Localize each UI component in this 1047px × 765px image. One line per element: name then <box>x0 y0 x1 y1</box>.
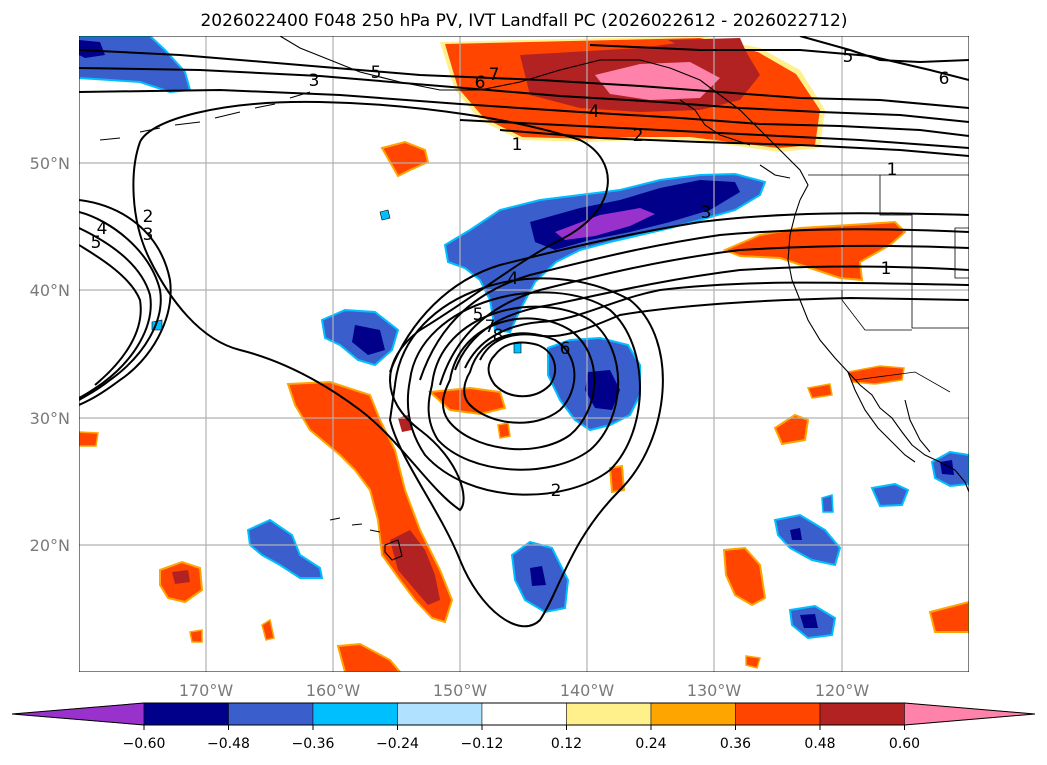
borders <box>808 174 969 393</box>
anomaly-region-negative <box>870 482 910 508</box>
anomaly-region-negative <box>790 528 802 540</box>
anomaly-region-positive <box>172 570 190 584</box>
contour-label: 1 <box>887 160 898 180</box>
coastline-baja <box>847 371 931 463</box>
colorbar-bin <box>397 702 483 726</box>
longitude-labels: 170°W 160°W 150°W 140°W 130°W 120°W <box>179 681 870 700</box>
anomaly-region-positive <box>336 642 402 672</box>
anomaly-region-negative <box>530 566 546 586</box>
anomaly-region-positive <box>745 655 761 669</box>
anomaly-region-negative <box>379 209 391 221</box>
contour-label: 6 <box>475 73 486 93</box>
contour-label: 2 <box>551 481 562 501</box>
graticule <box>79 36 969 672</box>
anomaly-region-positive <box>806 383 833 399</box>
lon-label: 150°W <box>433 681 488 700</box>
contour-label: 6 <box>560 339 571 359</box>
anomaly-region-negative <box>352 325 385 355</box>
contour-label: 1 <box>881 259 892 279</box>
anomaly-region-positive <box>608 464 626 494</box>
colorbar-bin <box>735 702 821 726</box>
colorbar-tick-label: 0.60 <box>889 736 920 752</box>
colorbar-tick-label: −0.24 <box>376 736 419 752</box>
contour-label: 5 <box>371 63 382 83</box>
colorbar-extend-high <box>904 702 1036 726</box>
anomaly-region-positive <box>722 546 767 607</box>
lon-label: 140°W <box>560 681 615 700</box>
colorbar-bin <box>566 702 652 726</box>
colorbar: −0.60 −0.48 −0.36 −0.24 −0.12 0.12 0.24 … <box>11 702 1036 752</box>
anomaly-region-negative <box>555 208 655 240</box>
lon-label: 130°W <box>687 681 742 700</box>
anomaly-region-positive <box>773 413 810 446</box>
colorbar-tick-label: 0.36 <box>720 736 751 752</box>
contour-label: 7 <box>489 65 500 85</box>
anomaly-region-negative <box>246 518 324 579</box>
anomaly-region-negative <box>513 342 522 354</box>
colorbar-tick-label: 0.48 <box>804 736 835 752</box>
coastline-hawaii <box>329 517 403 561</box>
anomaly-region-positive <box>497 422 511 439</box>
contour-label: 2 <box>633 126 644 146</box>
contour-label: 3 <box>309 71 320 91</box>
colorbar-ticks <box>143 725 905 730</box>
contour-label: 5 <box>473 305 484 325</box>
lat-label: 30°N <box>30 409 70 428</box>
anomaly-region-positive <box>189 629 203 643</box>
lat-label: 20°N <box>30 536 70 555</box>
anomaly-region-negative <box>821 494 834 513</box>
anomaly-region-positive <box>79 431 99 447</box>
anomaly-region-negative <box>940 460 954 475</box>
contour-labels: 3 5 7 6 4 2 1 3 2 3 4 5 4 5 7 8 6 2 1 1 … <box>91 47 950 501</box>
colorbar-bin <box>481 702 567 726</box>
contour-label: 4 <box>589 102 600 122</box>
contour-label: 7 <box>485 317 496 337</box>
coastline-alaska <box>279 36 809 201</box>
colorbar-tick-label: −0.60 <box>123 736 166 752</box>
colorbar-tick-label: −0.36 <box>292 736 335 752</box>
latitude-labels: 50°N 40°N 30°N 20°N <box>30 154 70 555</box>
contour-label: 5 <box>91 233 102 253</box>
colorbar-tick-label: 0.12 <box>551 736 582 752</box>
contour-label: 4 <box>97 219 108 239</box>
contour-label: 5 <box>843 47 854 67</box>
lat-label: 40°N <box>30 281 70 300</box>
colorbar-tick-label: −0.12 <box>461 736 504 752</box>
anomaly-region-positive <box>722 220 907 282</box>
anomaly-region-negative <box>79 40 105 58</box>
contour-label: 1 <box>512 135 523 155</box>
colorbar-bin <box>312 702 398 726</box>
colorbar-tick-label: −0.48 <box>207 736 250 752</box>
pv-contours <box>79 36 969 628</box>
map-panel: 3 5 7 6 4 2 1 3 2 3 4 5 4 5 7 8 6 2 1 1 … <box>79 36 969 672</box>
anomaly-region-negative <box>773 513 842 567</box>
anomaly-region-positive <box>390 530 440 605</box>
lon-label: 160°W <box>306 681 361 700</box>
lat-label: 50°N <box>30 154 70 173</box>
colorbar-bin <box>143 702 229 726</box>
contour-label: 4 <box>508 269 519 289</box>
anomaly-region-negative <box>800 614 818 628</box>
colorbar-tick-label: 0.24 <box>635 736 666 752</box>
figure-title: 2026022400 F048 250 hPa PV, IVT Landfall… <box>200 11 847 31</box>
coastline-bc-islands <box>679 99 791 179</box>
contour-label: 8 <box>493 326 504 346</box>
lon-label: 120°W <box>815 681 870 700</box>
contour-label: 3 <box>701 203 712 223</box>
colorbar-bin <box>819 702 905 726</box>
anomaly-region-positive <box>928 600 969 633</box>
colorbar-bin <box>650 702 736 726</box>
colorbar-bin <box>228 702 314 726</box>
contour-label: 6 <box>939 69 950 89</box>
anomaly-region-positive <box>261 618 275 641</box>
contour-label: 2 <box>143 207 154 227</box>
colorbar-extend-low <box>11 702 145 726</box>
anomaly-region-positive <box>380 140 430 178</box>
contour-label: 3 <box>143 225 154 245</box>
lon-label: 170°W <box>179 681 234 700</box>
